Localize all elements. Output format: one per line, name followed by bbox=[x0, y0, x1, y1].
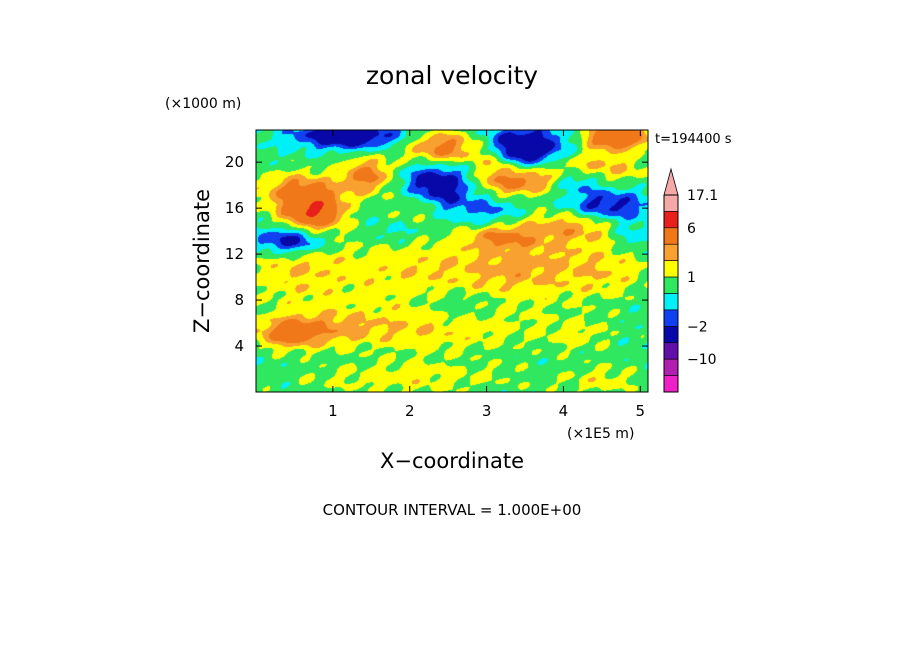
y-tick-label: 8 bbox=[234, 291, 244, 309]
colorbar-max-arrow bbox=[663, 167, 679, 196]
colorbar-band bbox=[663, 227, 679, 245]
colorbar-band bbox=[663, 194, 679, 212]
x-tick-label: 3 bbox=[482, 402, 492, 420]
colorbar-band bbox=[663, 243, 679, 261]
colorbar-frame bbox=[663, 194, 679, 393]
colorbar-band bbox=[663, 309, 679, 327]
colorbar: 17.1 6 1 −2 −10 bbox=[663, 167, 718, 393]
colorbar-band bbox=[663, 342, 679, 360]
colorbar-max-label: 17.1 bbox=[687, 188, 718, 204]
y-units-label: (×1000 m) bbox=[165, 96, 241, 112]
colorbar-band bbox=[663, 293, 679, 311]
y-tick-label: 20 bbox=[225, 153, 244, 171]
y-tick-label: 4 bbox=[234, 337, 244, 355]
y-tick-label: 12 bbox=[225, 245, 244, 263]
x-units-label: (×1E5 m) bbox=[567, 426, 634, 442]
colorbar-band bbox=[663, 211, 679, 229]
x-tick-label: 4 bbox=[559, 402, 569, 420]
colorbar-label: −2 bbox=[687, 319, 708, 335]
colorbar-band bbox=[663, 260, 679, 278]
x-axis-label: X−coordinate bbox=[380, 449, 524, 473]
colorbar-band bbox=[663, 276, 679, 294]
colorbar-band bbox=[663, 326, 679, 344]
x-axis: 1 2 3 4 5 bbox=[328, 130, 645, 420]
colorbar-label: 1 bbox=[687, 270, 696, 286]
x-tick-label: 1 bbox=[328, 402, 338, 420]
chart-title: zonal velocity bbox=[366, 61, 538, 90]
time-label: t=194400 s bbox=[655, 132, 732, 147]
x-tick-label: 2 bbox=[405, 402, 415, 420]
velocity-field bbox=[256, 130, 648, 392]
contour-interval-label: CONTOUR INTERVAL = 1.000E+00 bbox=[323, 501, 582, 519]
colorbar-band bbox=[663, 358, 679, 376]
y-tick-label: 16 bbox=[225, 199, 244, 217]
colorbar-label: 6 bbox=[687, 221, 696, 237]
plot-frame bbox=[255, 129, 649, 393]
y-axis: 4 8 12 16 20 bbox=[225, 153, 648, 355]
x-tick-label: 5 bbox=[636, 402, 646, 420]
y-axis-label: Z−coordinate bbox=[190, 189, 214, 333]
colorbar-band bbox=[663, 375, 679, 393]
colorbar-label: −10 bbox=[687, 352, 717, 368]
